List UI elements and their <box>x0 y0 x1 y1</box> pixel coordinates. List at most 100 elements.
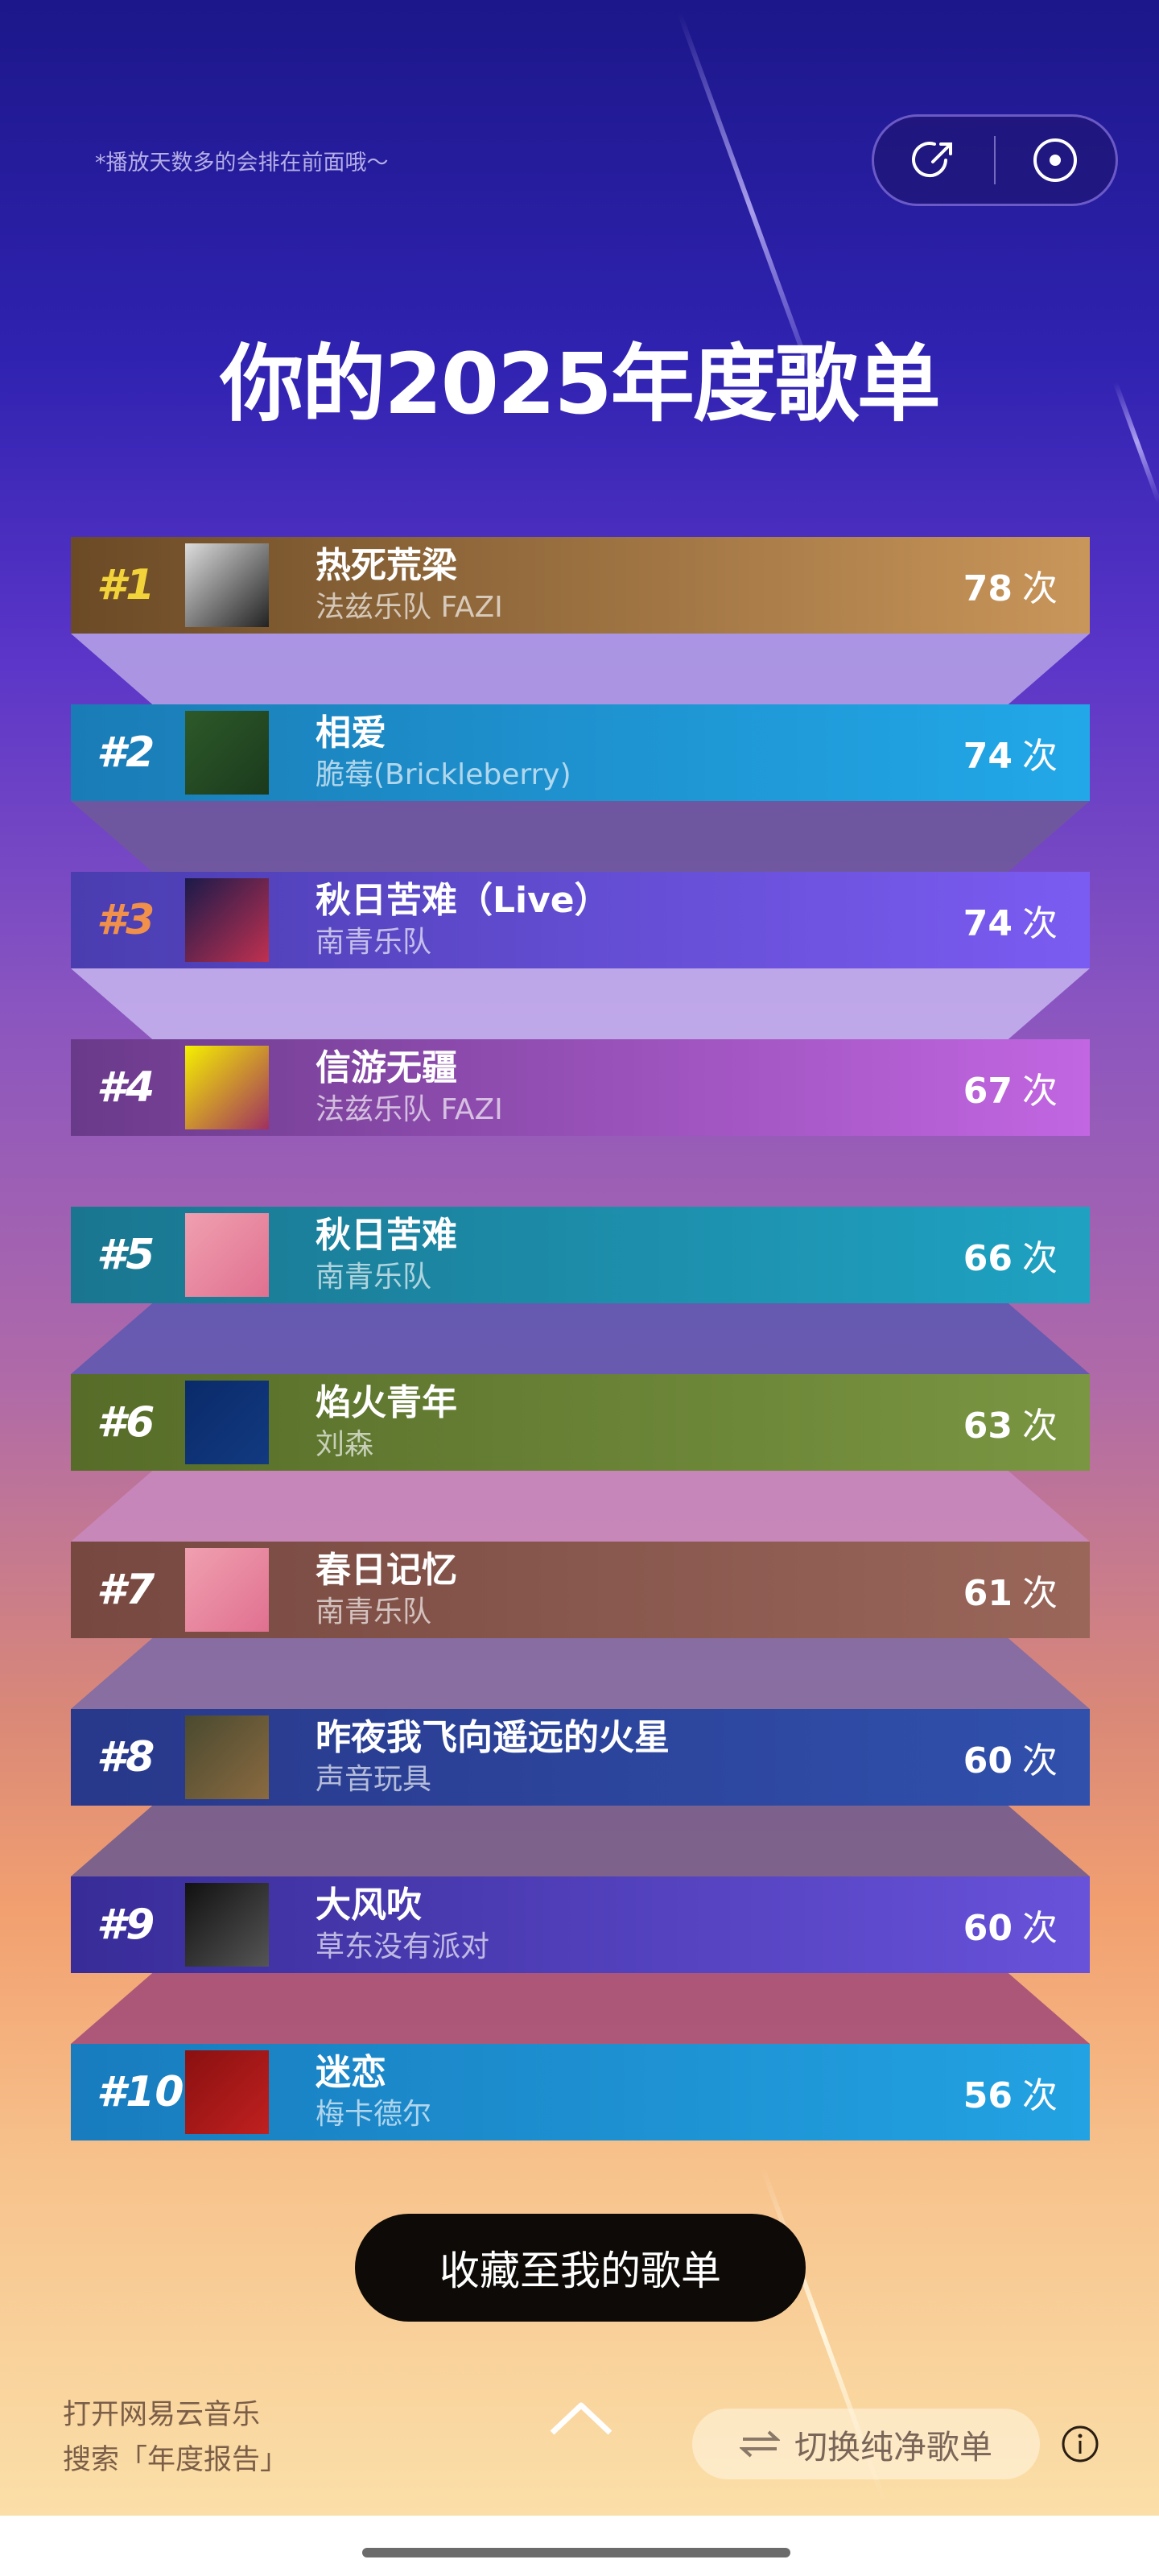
song-info: 春日记忆 南青乐队 <box>316 1548 963 1632</box>
play-count-value: 67 <box>963 1071 1013 1112</box>
song-title: 热死荒梁 <box>316 545 457 586</box>
switch-label: 切换纯净歌单 <box>794 2428 992 2467</box>
album-floor-panel <box>71 1638 1090 1709</box>
play-count-unit: 次 <box>1022 1573 1058 1614</box>
song-title: 春日记忆 <box>316 1550 457 1591</box>
play-count: 66 次 <box>963 1229 1090 1281</box>
info-icon <box>1062 2425 1099 2462</box>
song-title: 信游无疆 <box>316 1047 457 1088</box>
play-count-value: 60 <box>963 1740 1013 1781</box>
song-title: 秋日苦难（Live） <box>316 880 610 921</box>
play-count: 56 次 <box>963 2066 1090 2118</box>
album-floor-panel <box>71 1806 1090 1876</box>
song-title: 相爱 <box>316 712 386 753</box>
chevron-up-icon <box>550 2402 612 2435</box>
song-info: 热死荒梁 法兹乐队 FAZI <box>316 543 963 627</box>
album-floor-panel <box>71 968 1090 1039</box>
song-row[interactable]: #1 热死荒梁 法兹乐队 FAZI 78 次 <box>71 537 1090 634</box>
switch-clean-playlist-button[interactable]: 切换纯净歌单 <box>692 2409 1040 2479</box>
song-row[interactable]: #10 迷恋 梅卡德尔 56 次 <box>71 2044 1090 2140</box>
home-indicator[interactable] <box>362 2548 790 2557</box>
rank: #5 <box>97 1231 155 1279</box>
play-count-unit: 次 <box>1022 1406 1058 1447</box>
song-title: 秋日苦难 <box>316 1215 457 1256</box>
song-info: 秋日苦难 南青乐队 <box>316 1213 963 1297</box>
play-count-unit: 次 <box>1022 1740 1058 1781</box>
play-count-value: 60 <box>963 1908 1013 1949</box>
song-row[interactable]: #4 信游无疆 法兹乐队 FAZI 67 次 <box>71 1039 1090 1136</box>
artist-name: 脆莓(Brickleberry) <box>316 758 571 791</box>
play-count: 60 次 <box>963 1732 1090 1783</box>
footer-hint: 打开网易云音乐 搜索「年度报告」 <box>63 2392 288 2483</box>
scroll-up-button[interactable] <box>547 2399 615 2441</box>
top-controls <box>872 114 1118 206</box>
song-info: 信游无疆 法兹乐队 FAZI <box>316 1046 963 1129</box>
page-title: 你的2025年度歌单 <box>220 335 940 433</box>
play-count: 74 次 <box>963 727 1090 778</box>
play-count-value: 66 <box>963 1238 1013 1279</box>
play-count: 61 次 <box>963 1564 1090 1616</box>
rank: #9 <box>97 1901 155 1949</box>
song-row[interactable]: #8 昨夜我飞向遥远的火星 声音玩具 60 次 <box>71 1709 1090 1806</box>
play-count-value: 63 <box>963 1406 1013 1447</box>
song-info: 焰火青年 刘森 <box>316 1381 963 1464</box>
play-count-value: 78 <box>963 568 1013 609</box>
song-info: 昨夜我飞向遥远的火星 声音玩具 <box>316 1715 963 1799</box>
rank: #3 <box>97 896 155 944</box>
song-info: 秋日苦难（Live） 南青乐队 <box>316 878 963 962</box>
artist-name: 刘森 <box>316 1428 374 1461</box>
share-icon <box>911 142 952 178</box>
album-floor-panel <box>71 1973 1090 2044</box>
album-floor-panel <box>71 801 1090 872</box>
record-icon <box>1033 138 1078 182</box>
artist-name: 草东没有派对 <box>316 1930 490 1963</box>
play-count-unit: 次 <box>1022 1238 1058 1279</box>
sort-hint: *播放天数多的会排在前面哦～ <box>95 151 389 175</box>
footer-line-1: 打开网易云音乐 <box>63 2399 261 2431</box>
play-count: 74 次 <box>963 894 1090 946</box>
song-info: 大风吹 草东没有派对 <box>316 1883 963 1967</box>
rank: #1 <box>97 561 155 609</box>
album-cover <box>185 878 269 962</box>
rank: #7 <box>97 1566 155 1614</box>
album-cover <box>185 2050 269 2134</box>
rank: #10 <box>97 2068 184 2116</box>
song-row[interactable]: #3 秋日苦难（Live） 南青乐队 74 次 <box>71 872 1090 968</box>
rank: #4 <box>97 1063 155 1112</box>
artist-name: 南青乐队 <box>316 926 432 959</box>
share-button[interactable] <box>874 117 994 204</box>
album-floor-panel <box>71 1303 1090 1374</box>
album-cover <box>185 1548 269 1632</box>
swap-icon <box>740 2430 780 2458</box>
play-count-unit: 次 <box>1022 903 1058 944</box>
song-row[interactable]: #9 大风吹 草东没有派对 60 次 <box>71 1876 1090 1973</box>
song-title: 焰火青年 <box>316 1382 457 1423</box>
album-cover <box>185 711 269 795</box>
album-cover <box>185 1381 269 1464</box>
record-button[interactable] <box>996 117 1116 204</box>
song-row[interactable]: #2 相爱 脆莓(Brickleberry) 74 次 <box>71 704 1090 801</box>
play-count-unit: 次 <box>1022 1071 1058 1112</box>
play-count-unit: 次 <box>1022 736 1058 777</box>
play-count-value: 61 <box>963 1573 1013 1614</box>
play-count: 78 次 <box>963 559 1090 611</box>
artist-name: 南青乐队 <box>316 1596 432 1629</box>
play-count: 67 次 <box>963 1062 1090 1113</box>
album-floor-panel <box>71 1471 1090 1542</box>
song-row[interactable]: #7 春日记忆 南青乐队 61 次 <box>71 1542 1090 1638</box>
play-count-value: 74 <box>963 903 1013 944</box>
play-count: 60 次 <box>963 1899 1090 1951</box>
album-cover <box>185 1883 269 1967</box>
play-count-unit: 次 <box>1022 568 1058 609</box>
artist-name: 法兹乐队 FAZI <box>316 1093 503 1126</box>
play-count-value: 74 <box>963 736 1013 777</box>
song-row[interactable]: #5 秋日苦难 南青乐队 66 次 <box>71 1207 1090 1303</box>
save-to-playlist-button[interactable]: 收藏至我的歌单 <box>355 2214 806 2322</box>
song-info: 相爱 脆莓(Brickleberry) <box>316 711 963 795</box>
artist-name: 声音玩具 <box>316 1763 432 1796</box>
info-button[interactable] <box>1061 2425 1099 2467</box>
song-row[interactable]: #6 焰火青年 刘森 63 次 <box>71 1374 1090 1471</box>
rank: #2 <box>97 729 155 777</box>
album-cover <box>185 543 269 627</box>
play-count-value: 56 <box>963 2075 1013 2116</box>
